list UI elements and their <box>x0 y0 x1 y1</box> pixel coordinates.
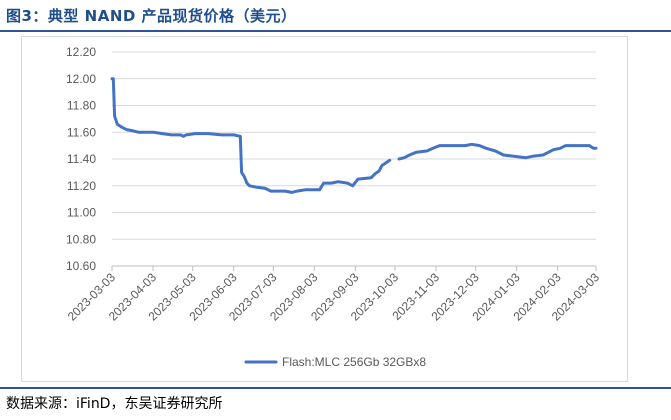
y-tick-label: 11.80 <box>67 99 96 113</box>
x-axis <box>111 265 597 271</box>
y-tick-label: 11.00 <box>67 206 96 220</box>
y-tick-label: 11.40 <box>67 152 96 166</box>
series-line <box>110 77 392 194</box>
series-lines <box>110 77 598 194</box>
grid-lines <box>112 51 596 240</box>
figure-title: 图3：典型 NAND 产品现货价格（美元） <box>6 7 297 25</box>
x-tick-labels: 2023-03-032023-04-032023-05-032023-06-03… <box>65 270 603 324</box>
y-tick-label: 10.80 <box>66 232 96 246</box>
y-tick-label: 12.00 <box>66 72 96 86</box>
y-tick-labels: 10.60 10.80 11.00 11.20 11.40 11.60 11.80 12.00… <box>66 45 96 273</box>
series-line <box>397 142 598 161</box>
y-tick-label: 11.60 <box>67 125 96 139</box>
source-note: 数据来源：iFinD，东吴证券研究所 <box>6 396 223 412</box>
top-rule <box>0 30 671 32</box>
y-tick-label: 10.60 <box>66 259 96 273</box>
y-tick-label: 11.20 <box>67 179 96 193</box>
y-tick-label: 12.20 <box>66 45 96 59</box>
bottom-rule <box>0 387 671 389</box>
legend: Flash:MLC 256Gb 32GBx8 <box>244 355 426 369</box>
legend-label: Flash:MLC 256Gb 32GBx8 <box>282 355 426 369</box>
chart-frame <box>21 36 628 382</box>
